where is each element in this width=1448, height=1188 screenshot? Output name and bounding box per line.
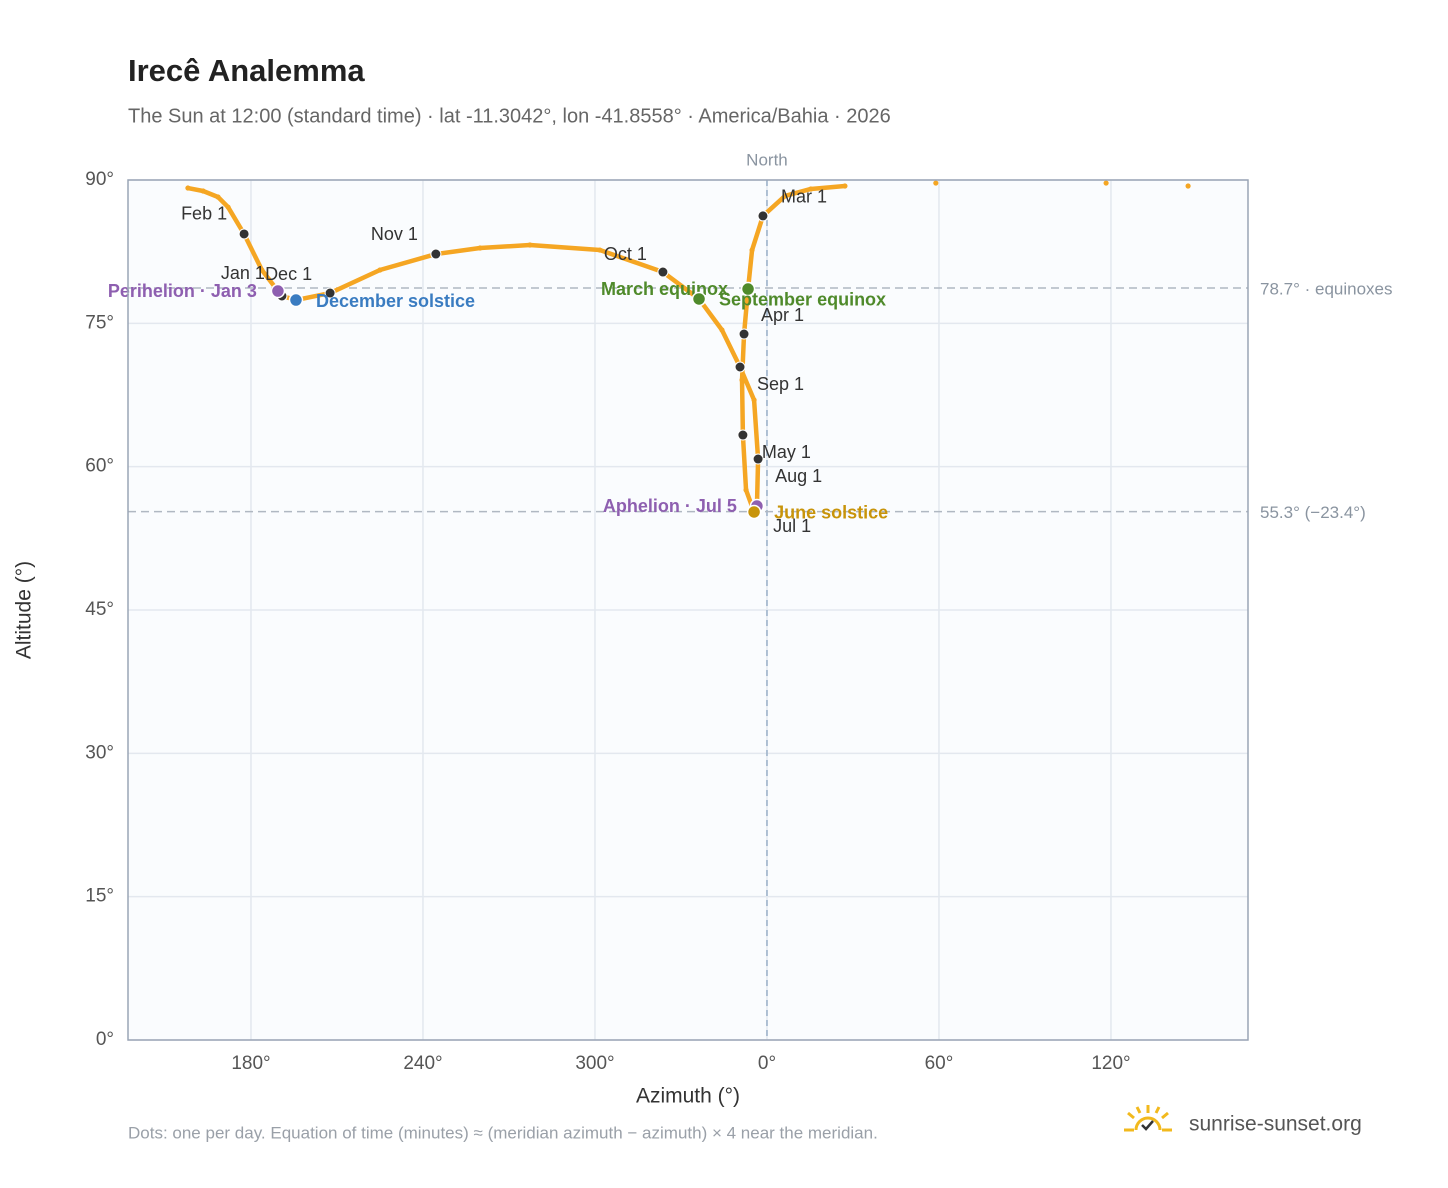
event-label: December solstice: [316, 291, 475, 311]
month-marker: [752, 453, 764, 465]
event-label: September equinox: [719, 290, 886, 310]
month-label: May 1: [762, 442, 811, 462]
y-tick-label: 45°: [85, 599, 114, 620]
month-marker: [238, 228, 250, 240]
month-label: Feb 1: [181, 204, 227, 224]
y-tick-label: 90°: [85, 169, 114, 190]
month-label: Oct 1: [604, 244, 647, 264]
day-dot: [597, 247, 603, 253]
x-tick-label: 180°: [231, 1053, 270, 1074]
day-dot: [225, 204, 231, 210]
month-marker: [737, 429, 749, 441]
y-tick-label: 15°: [85, 886, 114, 907]
month-label: Aug 1: [775, 466, 822, 486]
day-dot: [743, 487, 749, 493]
plot-border: [127, 179, 1249, 1041]
brand: sunrise-sunset.org: [1189, 1113, 1362, 1136]
event-label: June solstice: [774, 503, 888, 523]
day-dot: [527, 242, 533, 248]
day-dot: [749, 247, 755, 253]
y-tick-label: 75°: [85, 312, 114, 333]
reference-label: 55.3° (−23.4°): [1260, 503, 1366, 522]
month-label: Apr 1: [761, 305, 804, 325]
event-marker: [270, 283, 286, 299]
north-label: North: [746, 150, 788, 169]
month-label: Jan 1: [221, 263, 265, 283]
month-marker: [738, 328, 750, 340]
day-dot: [933, 180, 939, 186]
event-label: Perihelion · Jan 3: [108, 281, 257, 301]
reference-label: 78.7° · equinoxes: [1260, 279, 1393, 298]
month-label: Nov 1: [371, 224, 418, 244]
month-marker: [757, 210, 769, 222]
x-tick-label: 0°: [758, 1053, 776, 1074]
day-dot: [259, 267, 265, 273]
day-dot: [782, 193, 788, 199]
day-dot: [1103, 180, 1109, 186]
y-tick-label: 60°: [85, 456, 114, 477]
day-dot: [200, 188, 206, 194]
chart-title: Irecê Analemma: [128, 53, 365, 88]
month-label: Dec 1: [265, 264, 312, 284]
day-dot: [215, 194, 221, 200]
month-label: Sep 1: [757, 374, 804, 394]
month-marker: [324, 287, 336, 299]
x-tick-label: 60°: [925, 1053, 954, 1074]
month-marker: [657, 266, 669, 278]
day-dot: [1185, 183, 1191, 189]
x-axis-label: Azimuth (°): [636, 1085, 740, 1108]
day-dot: [808, 186, 814, 192]
event-marker: [740, 281, 756, 297]
chart-subtitle: The Sun at 12:00 (standard time) · lat -…: [128, 105, 891, 127]
y-axis-label: Altitude (°): [13, 561, 36, 659]
month-marker: [430, 248, 442, 260]
day-dot: [719, 327, 725, 333]
day-dot: [185, 185, 191, 191]
x-tick-label: 240°: [403, 1053, 442, 1074]
month-marker: [734, 361, 746, 373]
day-dot: [477, 245, 483, 251]
x-tick-label: 300°: [575, 1053, 614, 1074]
event-marker: [288, 292, 304, 308]
footnote: Dots: one per day. Equation of time (min…: [128, 1123, 878, 1142]
brand-logo: [1124, 1105, 1172, 1132]
marks: Jan 1 Feb 1 Mar 1 Apr 1 May 1 Jul 1 Aug 1 Sep 1…: [108, 180, 1191, 536]
x-tick-label: 120°: [1091, 1053, 1130, 1074]
event-marker: [746, 504, 762, 520]
day-dot: [751, 397, 757, 403]
month-label: Mar 1: [781, 187, 827, 207]
event-label: March equinox: [601, 279, 728, 299]
y-tick-label: 0°: [96, 1029, 114, 1050]
day-dot: [377, 267, 383, 273]
y-tick-label: 30°: [85, 742, 114, 763]
event-label: Aphelion · Jul 5: [603, 496, 737, 516]
month-label: Jul 1: [773, 516, 811, 536]
day-dot: [739, 377, 745, 383]
event-marker: [691, 291, 707, 307]
day-dot: [842, 183, 848, 189]
